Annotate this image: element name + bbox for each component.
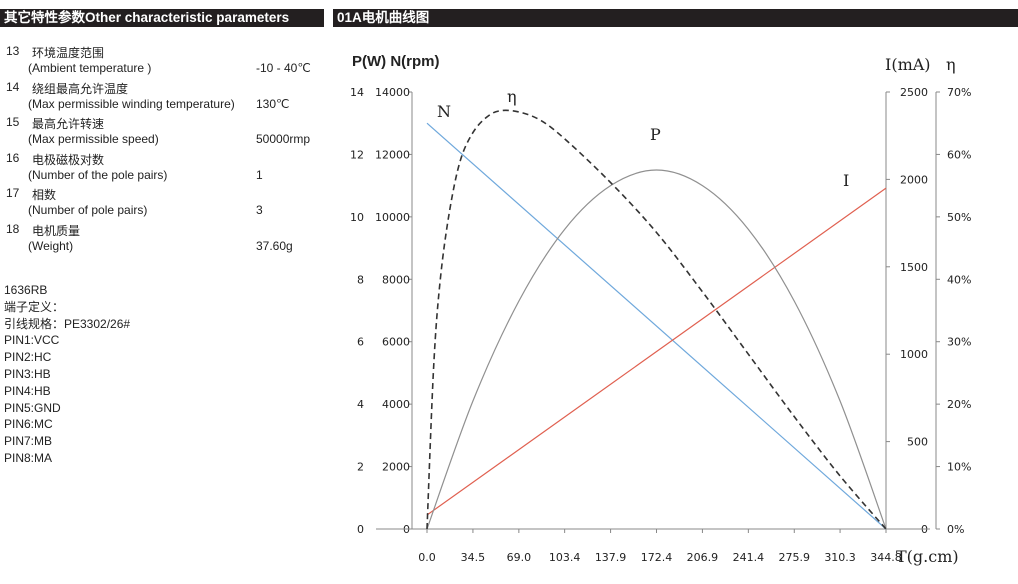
param-name-cn: 最高允许转速	[32, 117, 105, 132]
efficiency-tick-label: 30%	[947, 336, 971, 349]
param-name-en: (Ambient temperature )	[28, 61, 152, 75]
x-tick-label: 310.3	[824, 551, 856, 564]
speed-tick-label: 6000	[382, 336, 410, 349]
series-I-line	[426, 187, 887, 516]
param-number: 18	[6, 221, 20, 236]
speed-tick-label: 4000	[382, 398, 410, 411]
param-row: 13 环境温度范围 (Ambient temperature ) -10 - 40℃	[6, 44, 336, 80]
param-row: 18 电机质量 (Weight) 37.60g	[6, 222, 336, 258]
series-label: η	[507, 87, 517, 106]
power-tick-label: 6	[357, 336, 364, 349]
x-tick-label: 34.5	[461, 551, 486, 564]
info-line: 引线规格：PE3302/26#	[4, 316, 131, 331]
info-line: PIN3:HB	[4, 366, 51, 381]
params-header: 其它特性参数Other characteristic parameters	[0, 9, 324, 27]
x-tick-label: 206.9	[687, 551, 719, 564]
x-tick-label: 275.9	[779, 551, 811, 564]
current-tick-label: 1000	[900, 348, 928, 361]
series-eta-line	[426, 109, 887, 530]
series-N-line	[426, 122, 887, 530]
x-tick-label: 344.8	[870, 551, 902, 564]
info-line: PIN2:HC	[4, 350, 52, 365]
param-name-cn: 电极磁极对数	[32, 152, 105, 167]
info-line: PIN4:HB	[4, 383, 51, 398]
x-tick-label: 69.0	[507, 551, 532, 564]
efficiency-tick-label: 50%	[947, 211, 971, 224]
x-tick-label: 0.0	[418, 551, 436, 564]
series-label: N	[437, 102, 451, 121]
param-name-en: (Number of the pole pairs)	[28, 167, 168, 182]
efficiency-tick-label: 20%	[947, 398, 971, 411]
efficiency-tick-label: 10%	[947, 461, 971, 474]
current-tick-label: 2500	[900, 86, 928, 99]
efficiency-tick-label: 40%	[947, 273, 971, 286]
param-row: 16 电极磁极对数 (Number of the pole pairs) 1	[6, 151, 336, 187]
param-name-en: (Number of pole pairs)	[28, 203, 148, 218]
param-name-cn: 相数	[32, 188, 57, 203]
info-line: PIN5:GND	[4, 400, 61, 415]
param-number: 13	[6, 44, 20, 58]
param-value: -10 - 40℃	[256, 61, 311, 75]
param-row: 17 相数 (Number of pole pairs) 3	[6, 186, 336, 222]
param-name-cn: 绕组最高允许温度	[32, 81, 129, 96]
speed-tick-label: 12000	[375, 148, 410, 161]
param-name-en: (Max permissible speed)	[28, 132, 159, 147]
power-tick-label: 4	[357, 398, 364, 411]
param-value: 3	[256, 203, 263, 218]
x-tick-label: 103.4	[549, 551, 581, 564]
parameter-list: 13 环境温度范围 (Ambient temperature ) -10 - 40℃ 1…	[6, 44, 336, 258]
param-name-en: (Max permissible winding temperature)	[28, 96, 235, 111]
param-value: 50000rmp	[256, 132, 311, 147]
pin-info: 1636RB 端子定义： 引线规格：PE3302/26# PIN1:VCC PIN2:H…	[4, 282, 130, 467]
chart-header: 01A电机曲线图	[333, 9, 1018, 27]
left-axis-title: P(W) N(rpm)	[352, 53, 439, 70]
speed-tick-label: 8000	[382, 273, 410, 286]
info-line: 1636RB	[4, 283, 48, 297]
param-row: 14 绕组最高允许温度 (Max permissible winding tempe…	[6, 80, 336, 116]
info-line: 端子定义：	[4, 299, 65, 314]
x-axis-title: T(g.cm)	[896, 547, 959, 566]
param-row: 15 最高允许转速 (Max permissible speed) 50000rmp	[6, 115, 336, 151]
info-line: PIN7:MB	[4, 434, 53, 449]
efficiency-tick-label: 70%	[947, 86, 971, 99]
x-tick-label: 172.4	[641, 551, 673, 564]
info-line: PIN6:MC	[4, 417, 53, 432]
info-line: PIN1:VCC	[4, 333, 60, 348]
speed-tick-label: 14000	[375, 86, 410, 99]
param-number: 17	[6, 186, 20, 201]
param-name-en: (Weight)	[28, 238, 74, 253]
param-value: 130℃	[256, 96, 290, 111]
param-value: 1	[256, 167, 263, 182]
power-tick-label: 2	[357, 461, 364, 474]
speed-tick-label: 2000	[382, 461, 410, 474]
param-number: 14	[6, 79, 20, 94]
series-P-line	[426, 169, 887, 530]
efficiency-tick-label: 60%	[947, 148, 971, 161]
power-tick-label: 0	[357, 523, 364, 536]
current-tick-label: 1500	[900, 261, 928, 274]
x-tick-label: 137.9	[595, 551, 627, 564]
current-axis-title: I(mA)	[885, 55, 931, 74]
param-name-cn: 电机质量	[32, 223, 81, 238]
param-value: 37.60g	[256, 238, 293, 253]
power-tick-label: 8	[357, 273, 364, 286]
speed-tick-label: 10000	[375, 211, 410, 224]
current-tick-label: 500	[907, 436, 928, 449]
param-name-cn: 环境温度范围	[32, 46, 105, 60]
efficiency-tick-label: 0%	[947, 523, 964, 536]
param-number: 15	[6, 115, 20, 130]
power-tick-label: 10	[350, 211, 364, 224]
efficiency-axis-title: η	[946, 55, 956, 74]
x-tick-label: 241.4	[733, 551, 765, 564]
current-tick-label: 2000	[900, 173, 928, 186]
power-tick-label: 14	[350, 86, 364, 99]
series-label: I	[843, 171, 849, 190]
param-number: 16	[6, 150, 20, 165]
info-line: PIN8:MA	[4, 450, 53, 465]
series-label: P	[650, 125, 661, 144]
power-tick-label: 12	[350, 148, 364, 161]
